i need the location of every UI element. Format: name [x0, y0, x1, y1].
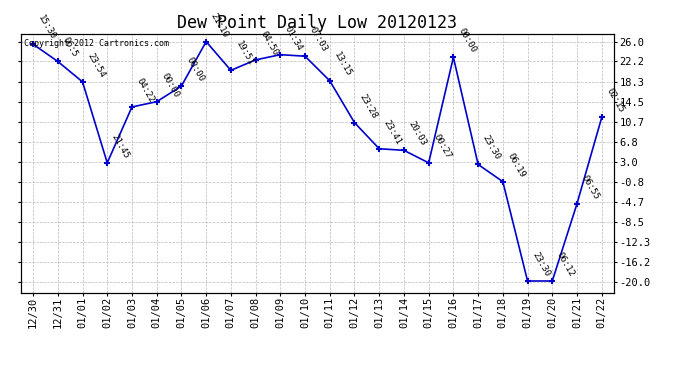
Text: 07:03: 07:03: [308, 26, 329, 54]
Text: 23:54: 23:54: [86, 51, 106, 79]
Text: 02:15: 02:15: [604, 87, 626, 115]
Title: Dew Point Daily Low 20120123: Dew Point Daily Low 20120123: [177, 14, 457, 32]
Text: 23:41: 23:41: [382, 118, 403, 146]
Text: 00:27: 00:27: [431, 132, 453, 160]
Text: 23:30: 23:30: [531, 251, 551, 278]
Text: 21:45: 21:45: [110, 132, 131, 160]
Text: 20:03: 20:03: [406, 120, 428, 147]
Text: 01:34: 01:34: [283, 24, 304, 52]
Text: 23:28: 23:28: [357, 92, 379, 120]
Text: 06:19: 06:19: [506, 151, 527, 179]
Text: 06:5: 06:5: [61, 36, 79, 58]
Text: 19:51: 19:51: [234, 40, 255, 68]
Text: 23:30: 23:30: [481, 134, 502, 162]
Text: 00:00: 00:00: [159, 71, 181, 99]
Text: 15:30: 15:30: [36, 13, 57, 41]
Text: 06:55: 06:55: [580, 173, 601, 201]
Text: 13:15: 13:15: [333, 50, 354, 78]
Text: 00:00: 00:00: [456, 27, 477, 54]
Text: 06:12: 06:12: [555, 251, 576, 278]
Text: Copyright 2012 Cartronics.com: Copyright 2012 Cartronics.com: [23, 39, 168, 48]
Text: 21:10: 21:10: [209, 11, 230, 39]
Text: 00:00: 00:00: [184, 56, 206, 83]
Text: 04:22: 04:22: [135, 76, 156, 104]
Text: 04:50: 04:50: [258, 29, 279, 57]
